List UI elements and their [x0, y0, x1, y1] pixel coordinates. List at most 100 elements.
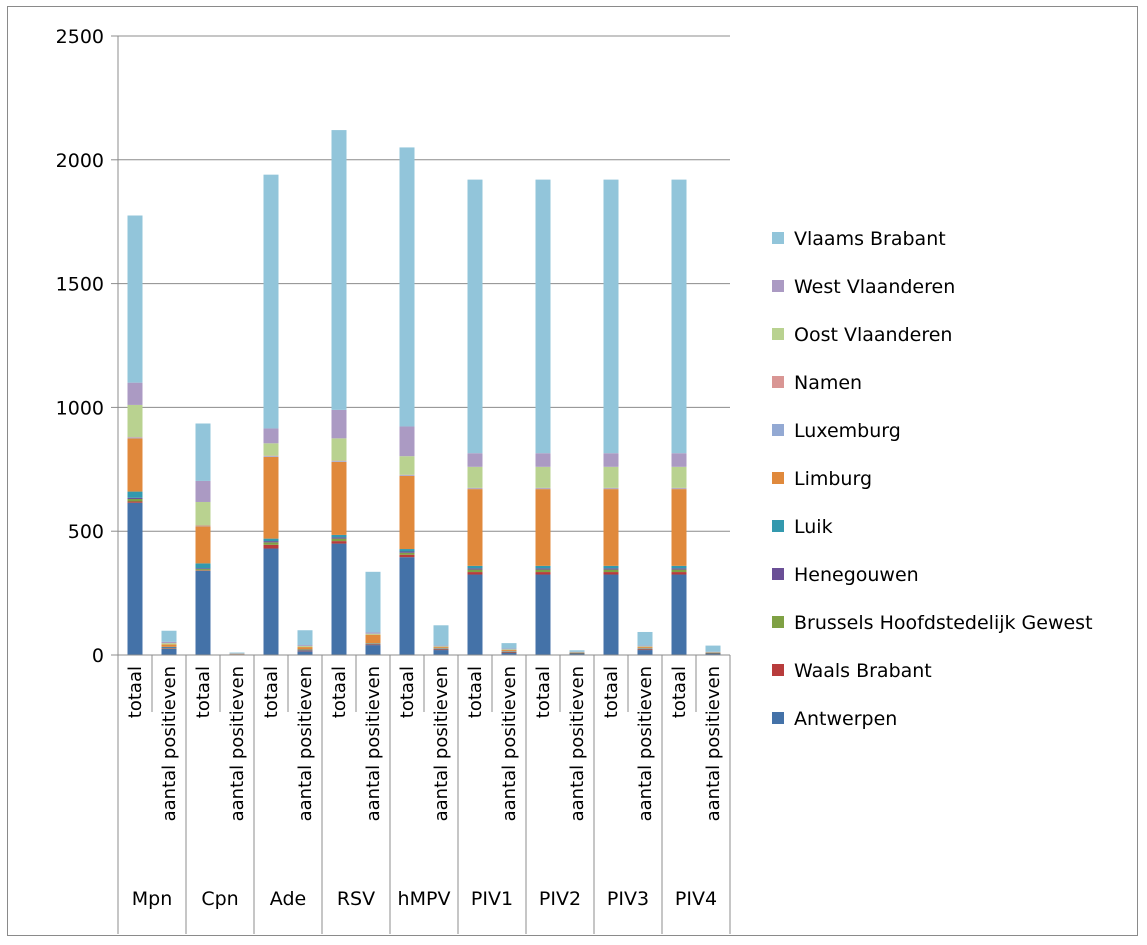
- bar-rsv-totaal-luik: [331, 534, 347, 538]
- legend-swatch-luxemburg: [772, 424, 784, 436]
- x-axis: totaal aantal positieven totaal aantal posi…: [117, 654, 731, 934]
- bar-hmpv-aantal-positieven-oost-vlaanderen: [433, 646, 449, 648]
- bar-mpn-aantal-positieven-oost-vlaanderen: [161, 643, 177, 645]
- legend-label-luxemburg: Luxemburg: [794, 420, 901, 442]
- bar-piv2-aantal-positieven-west-vlaanderen: [569, 651, 585, 653]
- bar-mpn-totaal-vlaams-brabant: [127, 215, 143, 383]
- bar-cpn-totaal-brussels-hoofdstedelijk-gewest: [195, 569, 211, 571]
- bar-hmpv-totaal-namen: [399, 474, 415, 476]
- bar-piv3-totaal-brussels-hoofdstedelijk-gewest: [603, 569, 619, 573]
- bar-piv1-totaal-brussels-hoofdstedelijk-gewest: [467, 569, 483, 573]
- bar-mpn-totaal-henegouwen: [127, 497, 143, 500]
- bar-piv3-aantal-positieven-oost-vlaanderen: [637, 646, 653, 648]
- x-subcategory-label: aantal positieven: [703, 666, 724, 821]
- bar-cpn-aantal-positieven-west-vlaanderen: [229, 653, 245, 654]
- bar-piv3-aantal-positieven-luik: [637, 648, 653, 649]
- legend-label-henegouwen: Henegouwen: [794, 564, 919, 586]
- bar-piv2-aantal-positieven-luik: [569, 652, 585, 654]
- bar-piv3-aantal-positieven-limburg: [637, 647, 653, 649]
- bar-piv4-totaal-henegouwen: [671, 568, 687, 570]
- bar-hmpv-aantal-positieven-limburg: [433, 647, 449, 649]
- bar-ade-aantal-positieven-waals-brabant: [297, 650, 313, 652]
- legend-swatch-brussels-hoofdstedelijk-gewest: [772, 616, 784, 628]
- bar-piv1-totaal-vlaams-brabant: [467, 179, 483, 454]
- bar-piv2-totaal-limburg: [535, 489, 551, 566]
- bar-piv2-totaal-namen: [535, 487, 551, 489]
- bar-piv4-aantal-positieven-west-vlaanderen: [705, 651, 721, 653]
- bar-rsv-aantal-positieven-henegouwen: [365, 643, 381, 645]
- bar-ade-totaal-antwerpen: [263, 548, 279, 655]
- bar-piv1-totaal-oost-vlaanderen: [467, 466, 483, 488]
- bar-piv3-totaal-henegouwen: [603, 568, 619, 570]
- bar-hmpv-totaal-antwerpen: [399, 557, 415, 655]
- bar-ade-aantal-positieven-luik: [297, 649, 313, 651]
- x-subcategory-label: aantal positieven: [567, 666, 588, 821]
- bar-rsv-totaal-antwerpen: [331, 543, 347, 655]
- chart-frame: 0 500 1000 1500 2000 2500 totaal aantal positi…: [7, 6, 1138, 936]
- bar-piv2-aantal-positieven-vlaams-brabant: [569, 650, 585, 652]
- bar-piv3-totaal-west-vlaanderen: [603, 453, 619, 467]
- bar-piv3-aantal-positieven-vlaams-brabant: [637, 631, 653, 646]
- bar-ade-aantal-positieven-henegouwen: [297, 650, 313, 651]
- bar-rsv-aantal-positieven-vlaams-brabant: [365, 571, 381, 633]
- x-group-label-ade: Ade: [270, 888, 306, 910]
- bar-piv4-totaal-namen: [671, 487, 687, 489]
- bar-ade-aantal-positieven-limburg: [297, 647, 313, 650]
- bar-piv1-totaal-limburg: [467, 489, 483, 566]
- bar-rsv-aantal-positieven-antwerpen: [365, 645, 381, 655]
- bar-piv2-totaal-luxemburg: [535, 488, 551, 490]
- y-axis: 0 500 1000 1500 2000 2500: [56, 26, 119, 667]
- legend-swatch-antwerpen: [772, 712, 784, 724]
- bar-hmpv-aantal-positieven-henegouwen: [433, 648, 449, 650]
- legend-label-namen: Namen: [794, 372, 862, 394]
- bar-mpn-aantal-positieven-luik: [161, 646, 177, 648]
- bar-piv1-aantal-positieven-waals-brabant: [501, 652, 517, 654]
- bar-mpn-aantal-positieven-antwerpen: [161, 648, 177, 655]
- x-group-label-piv1: PIV1: [471, 888, 513, 910]
- x-subcategory-label: totaal: [601, 666, 622, 718]
- x-group-label-cpn: Cpn: [201, 888, 238, 910]
- legend-label-vlaams-brabant: Vlaams Brabant: [794, 228, 946, 250]
- x-group-label-hmpv: hMPV: [398, 888, 451, 910]
- bar-piv4-totaal-limburg: [671, 489, 687, 566]
- bar-hmpv-totaal-henegouwen: [399, 551, 415, 553]
- y-tick-label: 1000: [56, 397, 104, 419]
- y-tick-label: 2500: [56, 26, 104, 48]
- bar-cpn-totaal-vlaams-brabant: [195, 423, 211, 481]
- bar-cpn-totaal-luik: [195, 563, 211, 569]
- x-subcategory-label: aantal positieven: [431, 666, 452, 821]
- bar-rsv-aantal-positieven-oost-vlaanderen: [365, 633, 381, 635]
- bar-hmpv-totaal-limburg: [399, 475, 415, 550]
- bar-rsv-totaal-limburg: [331, 461, 347, 535]
- bar-piv2-totaal-waals-brabant: [535, 572, 551, 575]
- legend-swatch-west-vlaanderen: [772, 280, 784, 292]
- bar-piv4-totaal-oost-vlaanderen: [671, 466, 687, 488]
- x-group-label-piv3: PIV3: [607, 888, 649, 910]
- bar-piv3-aantal-positieven-west-vlaanderen: [637, 645, 653, 647]
- legend-swatch-oost-vlaanderen: [772, 328, 784, 340]
- bar-hmpv-aantal-positieven-vlaams-brabant: [433, 625, 449, 646]
- bar-piv4-totaal-waals-brabant: [671, 572, 687, 575]
- bar-ade-aantal-positieven-oost-vlaanderen: [297, 646, 313, 648]
- bar-mpn-totaal-west-vlaanderen: [127, 382, 143, 405]
- legend-label-west-vlaanderen: West Vlaanderen: [794, 276, 955, 298]
- legend: Vlaams Brabant West Vlaanderen Oost Vlaand…: [772, 228, 1093, 730]
- bar-piv1-aantal-positieven-limburg: [501, 650, 517, 652]
- bar-cpn-totaal-limburg: [195, 526, 211, 564]
- legend-swatch-vlaams-brabant: [772, 232, 784, 244]
- bar-piv1-totaal-west-vlaanderen: [467, 453, 483, 467]
- bar-ade-totaal-brussels-hoofdstedelijk-gewest: [263, 542, 279, 545]
- bar-piv2-totaal-luik: [535, 565, 551, 569]
- bar-hmpv-totaal-luik: [399, 549, 415, 552]
- bar-ade-totaal-luxemburg: [263, 456, 279, 457]
- bar-ade-totaal-henegouwen: [263, 541, 279, 543]
- x-group-label-mpn: Mpn: [132, 888, 173, 910]
- bar-mpn-aantal-positieven-waals-brabant: [161, 648, 177, 649]
- bar-rsv-aantal-positieven-luik: [365, 643, 381, 644]
- bar-rsv-aantal-positieven-waals-brabant: [365, 644, 381, 646]
- bar-hmpv-aantal-positieven-waals-brabant: [433, 649, 449, 651]
- bar-rsv-totaal-namen: [331, 460, 347, 462]
- legend-swatch-henegouwen: [772, 568, 784, 580]
- bar-mpn-totaal-brussels-hoofdstedelijk-gewest: [127, 499, 143, 502]
- y-tick-label: 2000: [56, 150, 104, 172]
